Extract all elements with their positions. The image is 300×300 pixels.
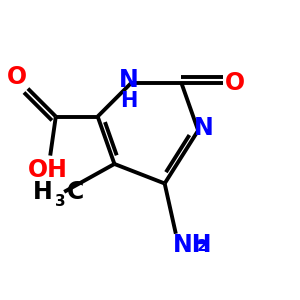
Text: H: H xyxy=(33,180,53,204)
Text: N: N xyxy=(194,116,214,140)
Text: O: O xyxy=(224,71,244,95)
Text: C: C xyxy=(67,180,84,204)
Text: 2: 2 xyxy=(197,239,208,254)
Text: H: H xyxy=(120,91,137,111)
Text: NH: NH xyxy=(173,233,212,257)
Text: OH: OH xyxy=(28,158,68,182)
Text: O: O xyxy=(7,65,27,89)
Text: N: N xyxy=(118,68,138,92)
Text: 3: 3 xyxy=(55,194,65,209)
